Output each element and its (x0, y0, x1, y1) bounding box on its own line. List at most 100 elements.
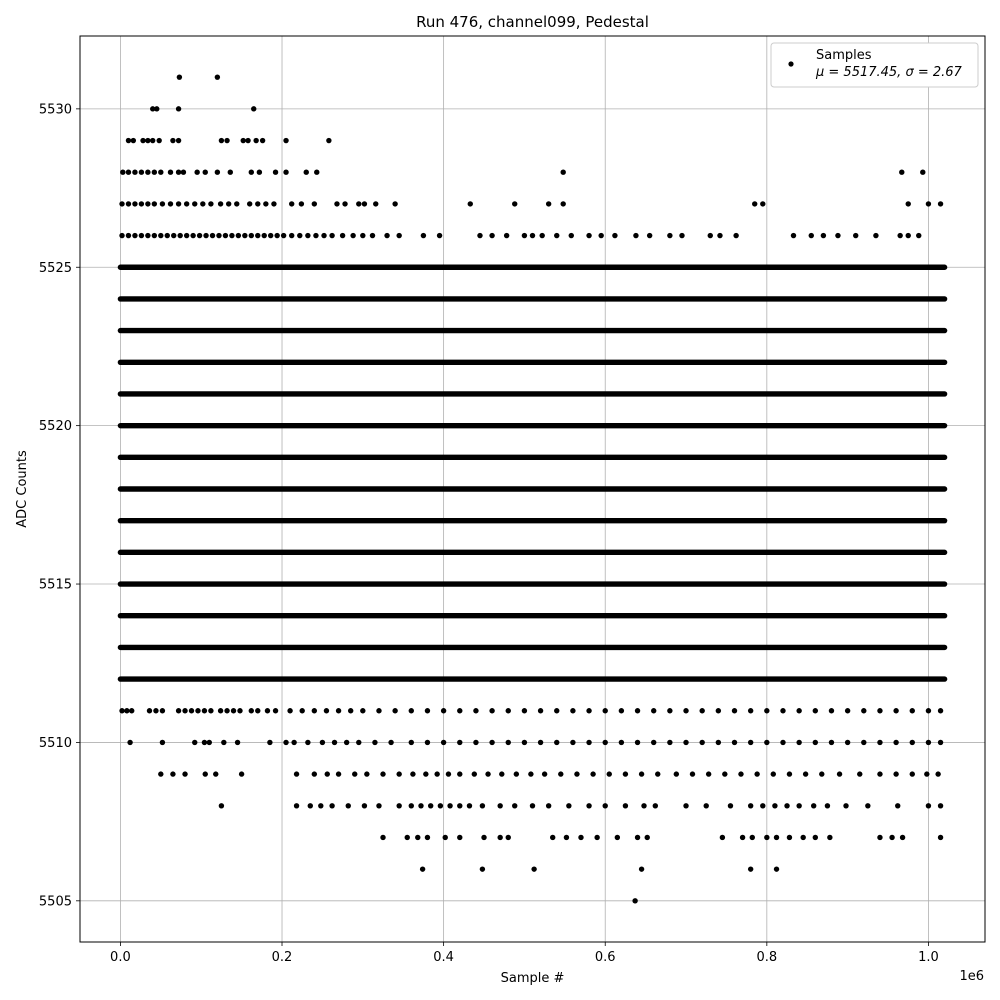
sample-point (192, 739, 198, 746)
sample-point (634, 739, 641, 746)
sample-point (208, 201, 214, 207)
sample-point (436, 232, 443, 239)
sample-point (419, 866, 426, 872)
sample-point (408, 803, 414, 809)
sample-point (183, 201, 190, 207)
sample-point (175, 106, 182, 112)
sample-point (550, 834, 556, 841)
sample-point (705, 771, 712, 777)
sample-point (824, 803, 831, 809)
sample-point (423, 771, 429, 777)
sample-point (812, 739, 819, 746)
sample-point (512, 201, 518, 207)
sample-point (192, 201, 198, 207)
sample-point (895, 803, 901, 809)
sample-point (586, 708, 592, 714)
sample-point (865, 803, 871, 809)
sample-point (899, 169, 905, 175)
x-tick-label: 0.8 (756, 950, 777, 965)
sample-point (415, 834, 421, 841)
sample-point (877, 834, 883, 841)
sample-point (125, 201, 132, 207)
sample-point (154, 106, 160, 112)
sample-point (920, 169, 926, 175)
sample-point (298, 201, 305, 207)
sample-point (667, 232, 673, 239)
sample-point (554, 739, 560, 746)
sample-point (877, 708, 883, 714)
sample-point (925, 201, 932, 207)
sample-point (203, 232, 209, 239)
sample-point (230, 708, 237, 714)
sample-point (622, 803, 629, 809)
sample-point (683, 803, 689, 809)
sample-point (634, 708, 641, 714)
sample-point (537, 708, 544, 714)
sample-point (560, 201, 566, 207)
sample-point (747, 803, 754, 809)
sample-point (167, 169, 174, 175)
sample-point (360, 232, 366, 239)
sample-point (646, 232, 653, 239)
sample-point (440, 739, 447, 746)
sample-point (570, 739, 576, 746)
sample-point (234, 739, 241, 746)
sample-point (683, 739, 689, 746)
sample-point (225, 201, 232, 207)
sample-point (227, 169, 233, 175)
sample-point (272, 169, 279, 175)
sample-point (707, 232, 713, 239)
sample-point (418, 803, 424, 809)
sample-point (699, 708, 705, 714)
sample-point (505, 834, 511, 841)
sample-point (153, 708, 159, 714)
sample-point (738, 771, 744, 777)
sample-point (819, 771, 825, 777)
sample-point (479, 866, 486, 872)
sample-point (828, 739, 835, 746)
sample-point (214, 169, 221, 175)
sample-point (224, 708, 230, 714)
sample-point (764, 739, 770, 746)
sample-point (602, 803, 608, 809)
sample-point (651, 708, 657, 714)
y-axis-ticks: 5505 5510 5515 5520 5525 5530 (39, 102, 80, 909)
sample-point (749, 834, 755, 841)
sample-point (739, 834, 746, 841)
sample-point (424, 739, 431, 746)
sample-point (673, 771, 680, 777)
sample-point (489, 232, 495, 239)
sample-point (259, 137, 266, 144)
sample-point (140, 137, 146, 144)
sample-point (652, 803, 659, 809)
legend-marker (788, 61, 794, 67)
sample-point (305, 232, 311, 239)
sample-point (574, 771, 580, 777)
sample-point (201, 708, 208, 714)
sample-point (618, 739, 625, 746)
sample-point (251, 106, 257, 112)
sample-point (200, 201, 206, 207)
sample-point (194, 169, 200, 175)
sample-point (473, 739, 479, 746)
sample-point (528, 771, 534, 777)
sample-point (457, 834, 463, 841)
sample-point (177, 232, 183, 239)
sample-point (790, 232, 797, 239)
sample-point (364, 771, 370, 777)
sample-point (318, 803, 324, 809)
sample-point (331, 739, 338, 746)
sample-point (255, 201, 261, 207)
sample-point (925, 708, 932, 714)
sample-point (935, 771, 941, 777)
sample-point (586, 232, 592, 239)
sample-point (545, 201, 552, 207)
sample-point (323, 708, 330, 714)
sample-point (467, 201, 473, 207)
sample-point (293, 803, 300, 809)
sample-point (598, 232, 604, 239)
sample-point (497, 834, 503, 841)
sample-point (820, 232, 827, 239)
sample-point (796, 708, 802, 714)
sample-point (242, 232, 248, 239)
